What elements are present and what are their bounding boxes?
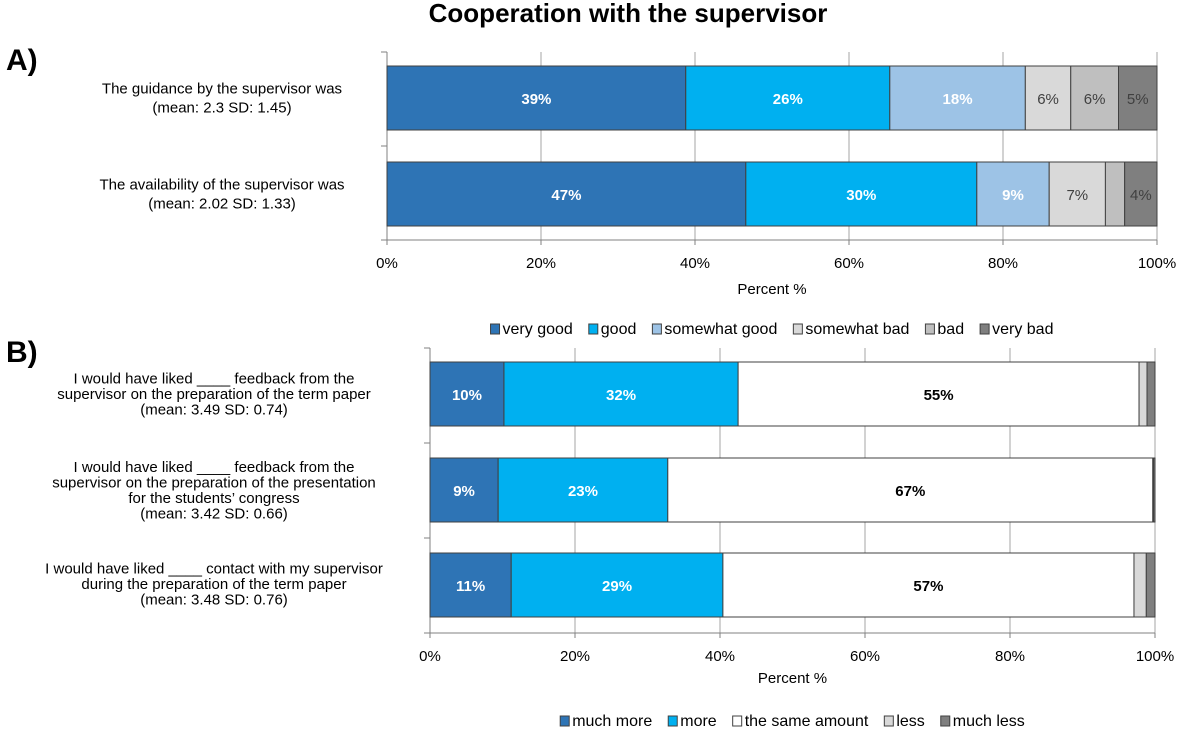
data-label: 5% bbox=[1127, 91, 1149, 108]
data-label: 6% bbox=[1084, 91, 1106, 108]
bar-segment bbox=[889, 65, 1026, 131]
data-label: 4% bbox=[1130, 187, 1152, 204]
bar-segment bbox=[1138, 361, 1148, 427]
data-label: 39% bbox=[521, 91, 551, 108]
data-label: 30% bbox=[846, 187, 876, 204]
data-label: 23% bbox=[568, 483, 598, 500]
legend-label: much less bbox=[953, 713, 1025, 728]
category-label: The guidance by the supervisor was bbox=[102, 81, 342, 98]
x-tick-label: 20% bbox=[526, 255, 556, 272]
x-tick-label: 80% bbox=[988, 255, 1018, 272]
legend-swatch bbox=[792, 323, 803, 335]
legend-label: very good bbox=[503, 321, 573, 338]
category-label: supervisor on the preparation of the pre… bbox=[52, 474, 376, 491]
legend-swatch bbox=[979, 323, 990, 335]
legend-label: good bbox=[601, 321, 637, 338]
category-label: (mean: 2.02 SD: 1.33) bbox=[148, 196, 296, 213]
data-label: 67% bbox=[895, 483, 925, 500]
category-label: (mean: 3.42 SD: 0.66) bbox=[140, 505, 288, 522]
data-label: 7% bbox=[1066, 187, 1088, 204]
legend-swatch bbox=[651, 323, 662, 335]
bar-segment bbox=[503, 361, 739, 427]
data-label: 55% bbox=[924, 387, 954, 404]
category-label: (mean: 3.49 SD: 0.74) bbox=[140, 402, 288, 419]
x-tick-label: 20% bbox=[560, 648, 590, 665]
bar-segment bbox=[722, 552, 1135, 618]
legend-swatch bbox=[667, 715, 678, 727]
bar-segment bbox=[1145, 552, 1156, 618]
bar-segment bbox=[429, 457, 499, 523]
legend-label: less bbox=[896, 713, 924, 728]
data-label: 10% bbox=[452, 387, 482, 404]
bar-segment bbox=[667, 457, 1154, 523]
x-axis-label: Percent % bbox=[758, 670, 827, 687]
data-label: 11% bbox=[456, 578, 485, 595]
bar-segment bbox=[737, 361, 1140, 427]
data-label: 32% bbox=[606, 387, 636, 404]
legend-swatch bbox=[924, 323, 935, 335]
x-tick-label: 60% bbox=[834, 255, 864, 272]
category-label: I would have liked ____ feedback from th… bbox=[73, 459, 354, 476]
bar-segment bbox=[976, 161, 1050, 227]
legend-label: bad bbox=[937, 321, 964, 338]
data-label: 29% bbox=[602, 578, 632, 595]
bar-segment bbox=[1146, 361, 1156, 427]
legend-swatch bbox=[940, 715, 951, 727]
legend-label: the same amount bbox=[745, 713, 869, 728]
x-tick-label: 40% bbox=[680, 255, 710, 272]
data-label: 18% bbox=[943, 91, 973, 108]
x-tick-label: 0% bbox=[419, 648, 441, 665]
x-tick-label: 80% bbox=[995, 648, 1025, 665]
bar-segment bbox=[1118, 65, 1158, 131]
data-label: 26% bbox=[773, 91, 803, 108]
category-label: during the preparation of the term paper bbox=[81, 576, 346, 593]
bar-segment bbox=[1124, 161, 1158, 227]
bar-segment bbox=[1104, 161, 1126, 227]
legend-swatch bbox=[732, 715, 743, 727]
legend-label: somewhat good bbox=[664, 321, 777, 338]
bar-segment bbox=[510, 552, 724, 618]
chart-title: Cooperation with the supervisor bbox=[429, 0, 828, 28]
category-label: (mean: 2.3 SD: 1.45) bbox=[152, 100, 291, 117]
bar-segment bbox=[1070, 65, 1120, 131]
data-label: 9% bbox=[453, 483, 475, 500]
data-label: 47% bbox=[551, 187, 581, 204]
bar-segment bbox=[497, 457, 669, 523]
legend-label: much more bbox=[572, 713, 652, 728]
bar-segment bbox=[1048, 161, 1106, 227]
x-tick-label: 0% bbox=[376, 255, 398, 272]
bar-segment bbox=[1133, 552, 1147, 618]
x-tick-label: 100% bbox=[1138, 255, 1176, 272]
x-tick-label: 40% bbox=[705, 648, 735, 665]
data-label: 57% bbox=[913, 578, 943, 595]
panel-label: A) bbox=[6, 44, 38, 77]
category-label: The availability of the supervisor was bbox=[99, 177, 344, 194]
category-label: I would have liked ____ contact with my … bbox=[45, 561, 383, 578]
x-tick-label: 60% bbox=[850, 648, 880, 665]
legend-swatch bbox=[588, 323, 599, 335]
category-label: I would have liked ____ feedback from th… bbox=[73, 371, 354, 388]
bar-segment bbox=[1153, 457, 1156, 523]
data-label: 6% bbox=[1037, 91, 1059, 108]
bar-segment bbox=[386, 65, 687, 131]
bar-segment bbox=[745, 161, 978, 227]
category-label: (mean: 3.48 SD: 0.76) bbox=[140, 592, 288, 609]
legend-label: somewhat bad bbox=[805, 321, 909, 338]
legend-swatch bbox=[883, 715, 894, 727]
legend-label: more bbox=[680, 713, 717, 728]
legend-swatch bbox=[559, 715, 570, 727]
category-label: supervisor on the preparation of the ter… bbox=[57, 386, 371, 403]
category-label: for the students’ congress bbox=[128, 490, 299, 507]
legend-swatch bbox=[490, 323, 501, 335]
panel-label: B) bbox=[6, 336, 38, 369]
bar-segment bbox=[685, 65, 891, 131]
legend-label: very bad bbox=[992, 321, 1053, 338]
bar-segment bbox=[386, 161, 747, 227]
x-tick-label: 100% bbox=[1136, 648, 1174, 665]
x-axis-label: Percent % bbox=[737, 281, 806, 298]
data-label: 9% bbox=[1002, 187, 1024, 204]
